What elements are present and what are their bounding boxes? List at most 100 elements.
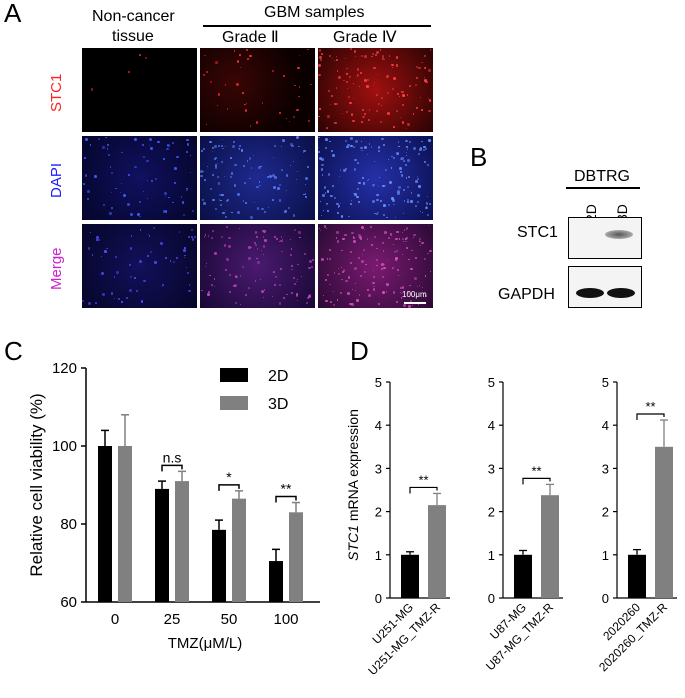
cell-speckle bbox=[257, 261, 261, 265]
cell-speckle bbox=[301, 275, 303, 277]
cell-speckle bbox=[218, 145, 220, 147]
cell-speckle bbox=[203, 201, 207, 205]
chart-c-xtick-label: 0 bbox=[111, 611, 119, 628]
chart-c-bar-3d bbox=[289, 512, 303, 602]
cell-speckle bbox=[419, 147, 422, 149]
cell-speckle bbox=[324, 278, 328, 282]
cell-speckle bbox=[353, 236, 355, 238]
chart-d-ytick-label: 5 bbox=[488, 375, 495, 390]
panel-b-letter: B bbox=[470, 142, 488, 172]
cell-speckle bbox=[276, 186, 280, 190]
cell-speckle bbox=[401, 103, 405, 107]
cell-speckle bbox=[304, 177, 308, 181]
cell-speckle bbox=[190, 229, 194, 232]
cell-speckle bbox=[129, 264, 132, 267]
cell-speckle bbox=[399, 157, 403, 161]
cell-speckle bbox=[282, 238, 284, 240]
cell-speckle bbox=[134, 165, 137, 169]
cell-speckle bbox=[161, 283, 165, 286]
cell-speckle bbox=[397, 268, 400, 272]
cell-speckle bbox=[324, 192, 327, 194]
cell-speckle bbox=[402, 121, 405, 124]
cell-speckle bbox=[405, 146, 408, 149]
cell-speckle bbox=[388, 55, 391, 58]
cell-speckle bbox=[374, 212, 376, 214]
micrograph-grade2-merge bbox=[200, 224, 315, 308]
cell-speckle bbox=[349, 262, 352, 264]
cell-speckle bbox=[405, 227, 408, 230]
cell-speckle bbox=[399, 95, 401, 97]
cell-speckle bbox=[356, 187, 360, 191]
cell-speckle bbox=[366, 154, 368, 156]
cell-speckle bbox=[410, 268, 413, 271]
cell-speckle bbox=[400, 292, 403, 294]
chart-d: STC1 mRNA expression 012345U251-MGU251-M… bbox=[345, 375, 677, 678]
micrograph-grade4-dapi bbox=[318, 136, 433, 220]
chart-c-ytick-label: 100 bbox=[52, 438, 77, 455]
cell-speckle bbox=[417, 153, 420, 156]
cell-speckle bbox=[321, 52, 323, 55]
cell-speckle bbox=[208, 290, 211, 293]
cell-speckle bbox=[336, 240, 340, 243]
cell-speckle bbox=[106, 247, 108, 250]
cell-speckle bbox=[147, 254, 150, 258]
cell-speckle bbox=[299, 86, 301, 88]
cell-speckle bbox=[121, 301, 123, 303]
chart-c-xtick-label: 25 bbox=[164, 611, 181, 628]
cell-speckle bbox=[407, 94, 409, 96]
cell-speckle bbox=[358, 181, 361, 185]
chart-d-bar bbox=[655, 446, 673, 598]
cell-speckle bbox=[163, 158, 166, 161]
cell-speckle bbox=[382, 249, 385, 252]
cell-speckle bbox=[282, 75, 285, 78]
cell-speckle bbox=[230, 156, 232, 159]
cell-speckle bbox=[148, 144, 151, 146]
cell-speckle bbox=[244, 109, 248, 112]
cell-speckle bbox=[403, 240, 405, 243]
cell-speckle bbox=[111, 207, 114, 210]
cell-speckle bbox=[425, 148, 428, 151]
cell-speckle bbox=[394, 216, 396, 218]
cell-speckle bbox=[191, 210, 194, 213]
cell-speckle bbox=[391, 197, 395, 200]
chart-c-ytick-label: 80 bbox=[60, 516, 77, 533]
cell-speckle bbox=[326, 126, 329, 129]
cell-speckle bbox=[212, 150, 214, 152]
cell-speckle bbox=[280, 239, 284, 243]
cell-speckle bbox=[310, 84, 312, 86]
cell-speckle bbox=[101, 292, 105, 296]
cell-speckle bbox=[252, 154, 255, 157]
cell-speckle bbox=[298, 145, 300, 147]
chart-d-sig-bracket bbox=[522, 477, 551, 485]
chart-d-ytick-label: 4 bbox=[375, 418, 382, 433]
cell-speckle bbox=[405, 236, 408, 240]
cell-speckle bbox=[406, 152, 408, 154]
row-label-merge: Merge bbox=[48, 247, 65, 290]
cell-speckle bbox=[176, 156, 179, 159]
cell-speckle bbox=[232, 141, 235, 144]
cell-speckle bbox=[418, 66, 421, 70]
chart-c-ytick-label: 60 bbox=[60, 594, 77, 611]
cell-speckle bbox=[372, 183, 375, 187]
cell-speckle bbox=[429, 49, 432, 51]
cell-speckle bbox=[354, 193, 357, 196]
cell-speckle bbox=[341, 278, 343, 280]
cell-speckle bbox=[407, 291, 410, 294]
cell-speckle bbox=[290, 143, 294, 146]
cell-speckle bbox=[349, 75, 352, 78]
cell-speckle bbox=[203, 170, 205, 172]
cell-speckle bbox=[211, 173, 214, 176]
cell-speckle bbox=[406, 198, 409, 202]
cell-speckle bbox=[328, 173, 331, 176]
cell-speckle bbox=[399, 167, 402, 170]
micrograph-noncancer-dapi bbox=[82, 136, 197, 220]
cell-speckle bbox=[215, 61, 218, 64]
cell-speckle bbox=[403, 199, 406, 202]
cell-speckle bbox=[368, 143, 371, 145]
cell-speckle bbox=[271, 295, 273, 297]
blot-stc1 bbox=[568, 217, 642, 259]
cell-speckle bbox=[403, 229, 406, 231]
cell-speckle bbox=[392, 87, 395, 90]
cell-speckle bbox=[361, 149, 364, 152]
cell-speckle bbox=[186, 187, 188, 190]
